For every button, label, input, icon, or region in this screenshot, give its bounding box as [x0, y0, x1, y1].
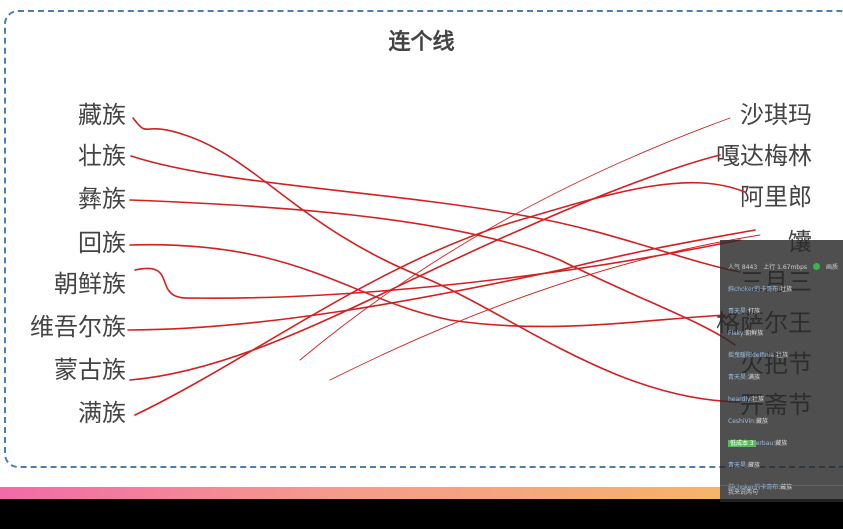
fan-badge: 低成本 3: [728, 440, 756, 447]
chat-message: 青天昊:满族: [720, 372, 843, 381]
chat-user: CeshiVin:: [728, 418, 756, 425]
chat-status-bar: 人气 8443 上行 1.67mbps 画质: [720, 240, 843, 271]
quality-label[interactable]: 画质: [826, 264, 839, 271]
left-item[interactable]: 藏族: [78, 101, 126, 129]
chat-text: 藏族: [780, 484, 793, 491]
chat-user: 青天昊:: [728, 308, 749, 315]
chat-user: 斜choker的卡哥布:: [728, 286, 781, 293]
chat-text: 满族: [748, 374, 761, 381]
left-item[interactable]: 朝鲜族: [54, 270, 126, 298]
chat-user: Flaky:: [728, 330, 746, 337]
chat-message: 摇曳暖阳delfinia:壮族: [720, 350, 843, 359]
video-bottom-bar: [0, 499, 843, 529]
right-item[interactable]: 嘎达梅林: [716, 142, 812, 170]
bottom-stripe: [0, 487, 720, 499]
left-item[interactable]: 满族: [78, 399, 126, 427]
left-item[interactable]: 回族: [78, 229, 126, 257]
chat-user: erbau:: [755, 440, 776, 447]
chat-message: 斜choker的卡哥布:壮族: [720, 284, 843, 293]
chat-message: CeshiVin:藏族: [720, 416, 843, 425]
chat-text: 藏族: [755, 418, 768, 425]
chat-message: 斜choker的卡哥布:藏族: [720, 482, 843, 491]
chat-text: 壮族: [780, 286, 793, 293]
chat-message: Flaky:朝鲜族: [720, 328, 843, 337]
chat-message: 青天昊:藏族: [720, 460, 843, 469]
page-title: 连个线: [388, 30, 455, 55]
status-dot-icon: [813, 263, 821, 270]
chat-message: heardly:壮族: [720, 394, 843, 403]
chat-message: 青天昊:打族: [720, 306, 843, 315]
chat-input[interactable]: 我来说两句: [728, 489, 759, 496]
popularity-label: 人气 8443: [728, 264, 758, 271]
chat-user: heardly:: [728, 396, 753, 403]
left-item[interactable]: 壮族: [78, 142, 126, 170]
chat-divider: [720, 485, 843, 486]
chat-user: 斜choker的卡哥布:: [728, 484, 781, 491]
chat-message: 低成本 3 erbau:藏族: [720, 438, 843, 447]
chat-text: 藏族: [775, 440, 788, 447]
upload-label: 上行 1.67mbps: [763, 264, 808, 271]
chat-text: 壮族: [776, 352, 789, 359]
right-item[interactable]: 阿里郎: [740, 183, 812, 211]
chat-user: 青天昊:: [728, 462, 749, 469]
matching-board: [4, 10, 843, 468]
left-item[interactable]: 蒙古族: [54, 356, 126, 384]
left-item[interactable]: 维吾尔族: [30, 313, 126, 341]
chat-user: 青天昊:: [728, 374, 749, 381]
chat-text: 朝鲜族: [745, 330, 764, 337]
left-item[interactable]: 彝族: [78, 185, 126, 213]
chat-text: 打族: [748, 308, 761, 315]
chat-text: 壮族: [752, 396, 765, 403]
chat-user: 摇曳暖阳delfinia:: [728, 352, 777, 359]
right-item[interactable]: 沙琪玛: [740, 101, 812, 129]
live-chat-panel: 人气 8443 上行 1.67mbps 画质 斜choker的卡哥布:壮族 青天…: [720, 240, 843, 502]
chat-text: 藏族: [748, 462, 761, 469]
